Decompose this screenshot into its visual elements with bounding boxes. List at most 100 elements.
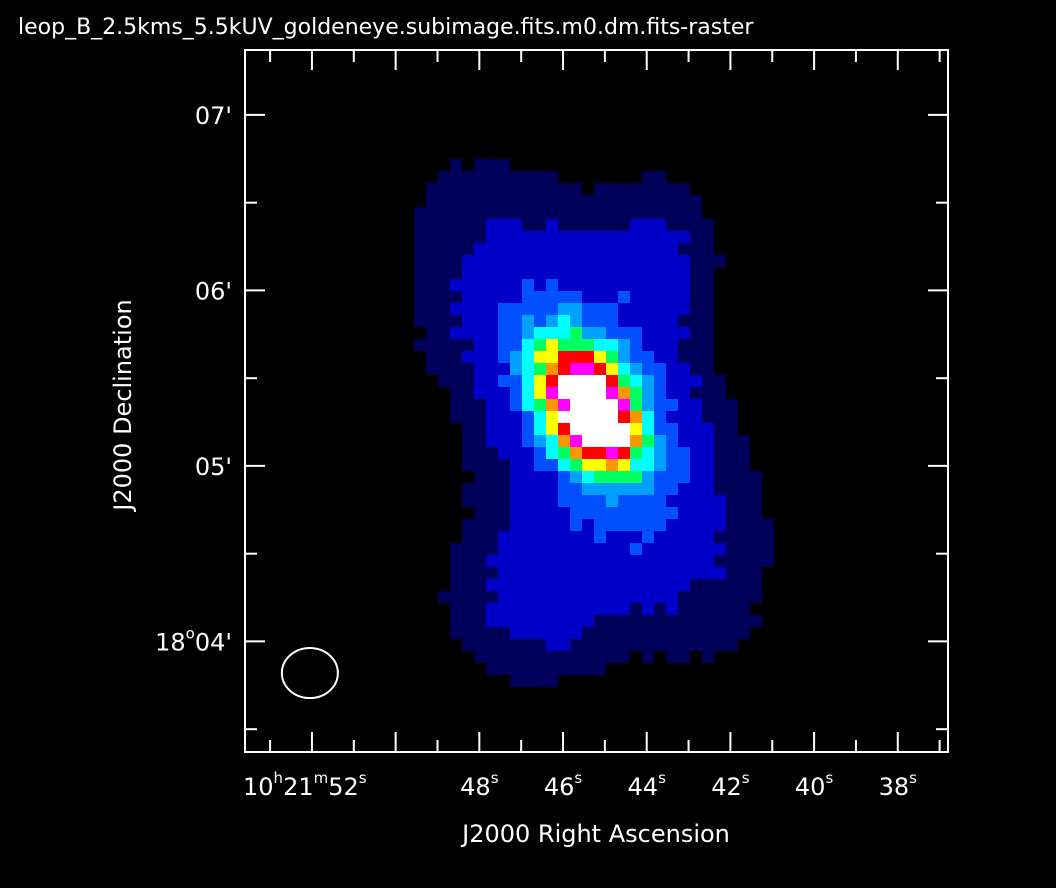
heatmap-pixel <box>654 255 666 267</box>
heatmap-pixel <box>510 351 522 363</box>
heatmap-pixel <box>654 507 666 519</box>
heatmap-pixel <box>678 507 690 519</box>
heatmap-pixel <box>690 195 702 207</box>
heatmap-pixel <box>474 495 486 507</box>
heatmap-pixel <box>546 543 558 555</box>
heatmap-pixel <box>546 471 558 483</box>
heatmap-pixel <box>558 183 570 195</box>
heatmap-pixel <box>570 195 582 207</box>
heatmap-pixel <box>618 327 630 339</box>
heatmap-pixel <box>750 495 762 507</box>
heatmap-pixel <box>654 243 666 255</box>
heatmap-pixel <box>666 459 678 471</box>
heatmap-pixel <box>582 315 594 327</box>
heatmap-pixel <box>558 483 570 495</box>
heatmap-pixel <box>474 399 486 411</box>
heatmap-pixel <box>462 423 474 435</box>
heatmap-pixel <box>570 351 582 363</box>
heatmap-pixel <box>678 255 690 267</box>
heatmap-pixel <box>450 399 462 411</box>
heatmap-pixel <box>570 639 582 651</box>
heatmap-pixel <box>462 279 474 291</box>
heatmap-pixel <box>618 339 630 351</box>
heatmap-pixel <box>666 291 678 303</box>
heatmap-pixel <box>474 507 486 519</box>
heatmap-pixel <box>702 591 714 603</box>
heatmap-pixel <box>570 243 582 255</box>
heatmap-pixel <box>474 387 486 399</box>
heatmap-pixel <box>546 675 558 687</box>
heatmap-pixel <box>474 447 486 459</box>
heatmap-pixel <box>594 183 606 195</box>
heatmap-pixel <box>570 543 582 555</box>
heatmap-pixel <box>702 231 714 243</box>
heatmap-pixel <box>630 507 642 519</box>
heatmap-pixel <box>438 231 450 243</box>
heatmap-pixel <box>618 243 630 255</box>
heatmap-pixel <box>630 243 642 255</box>
heatmap-pixel <box>690 567 702 579</box>
heatmap-pixel <box>666 447 678 459</box>
heatmap-pixel <box>618 291 630 303</box>
heatmap-pixel <box>630 279 642 291</box>
heatmap-pixel <box>462 219 474 231</box>
heatmap-pixel <box>570 447 582 459</box>
heatmap-pixel <box>414 255 426 267</box>
heatmap-pixel <box>510 471 522 483</box>
heatmap-pixel <box>594 339 606 351</box>
heatmap-pixel <box>702 423 714 435</box>
heatmap-pixel <box>582 243 594 255</box>
heatmap-pixel <box>654 615 666 627</box>
heatmap-pixel <box>630 627 642 639</box>
heatmap-pixel <box>606 459 618 471</box>
heatmap-pixel <box>606 375 618 387</box>
heatmap-pixel <box>522 219 534 231</box>
heatmap-pixel <box>534 435 546 447</box>
heatmap-pixel <box>582 195 594 207</box>
heatmap-pixel <box>618 315 630 327</box>
heatmap-pixel <box>714 435 726 447</box>
heatmap-pixel <box>630 483 642 495</box>
heatmap-pixel <box>534 279 546 291</box>
heatmap-pixel <box>438 207 450 219</box>
heatmap-pixel <box>738 591 750 603</box>
heatmap-pixel <box>438 195 450 207</box>
heatmap-pixel <box>534 375 546 387</box>
heatmap-pixel <box>534 339 546 351</box>
heatmap-pixel <box>426 267 438 279</box>
heatmap-pixel <box>630 615 642 627</box>
heatmap-pixel <box>654 639 666 651</box>
heatmap-pixel <box>534 363 546 375</box>
heatmap-pixel <box>678 315 690 327</box>
heatmap-pixel <box>558 459 570 471</box>
heatmap-pixel <box>450 303 462 315</box>
heatmap-pixel <box>630 519 642 531</box>
heatmap-pixel <box>630 447 642 459</box>
heatmap-pixel <box>606 447 618 459</box>
heatmap-pixel <box>534 291 546 303</box>
heatmap-pixel <box>582 363 594 375</box>
heatmap-pixel <box>570 663 582 675</box>
heatmap-pixel <box>450 291 462 303</box>
heatmap-pixel <box>654 543 666 555</box>
heatmap-pixel <box>666 375 678 387</box>
heatmap-pixel <box>630 375 642 387</box>
heatmap-pixel <box>414 231 426 243</box>
heatmap-pixel <box>546 459 558 471</box>
heatmap-pixel <box>594 483 606 495</box>
heatmap-pixel <box>630 183 642 195</box>
heatmap-pixel <box>678 279 690 291</box>
heatmap-pixel <box>462 567 474 579</box>
heatmap-pixel <box>618 375 630 387</box>
heatmap-pixel <box>606 327 618 339</box>
heatmap-pixel <box>498 591 510 603</box>
heatmap-pixel <box>738 447 750 459</box>
heatmap-pixel <box>522 627 534 639</box>
heatmap-pixel <box>546 555 558 567</box>
heatmap-pixel <box>570 627 582 639</box>
heatmap-pixel <box>534 675 546 687</box>
heatmap-pixel <box>594 507 606 519</box>
heatmap-pixel <box>498 399 510 411</box>
heatmap-pixel <box>594 651 606 663</box>
heatmap-pixel <box>702 507 714 519</box>
